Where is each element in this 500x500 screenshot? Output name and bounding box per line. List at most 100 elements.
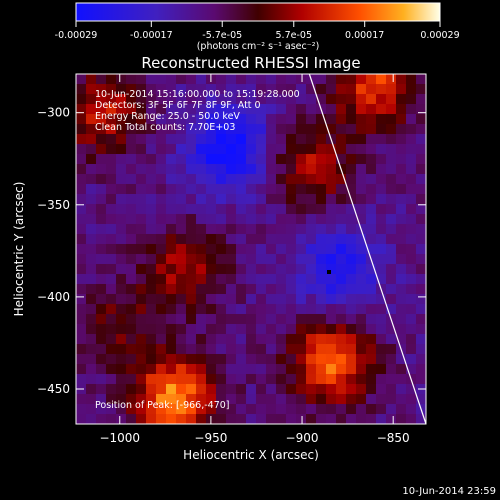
heatmap-cell xyxy=(236,364,247,375)
heatmap-cell xyxy=(76,354,87,365)
heatmap-cell xyxy=(186,84,197,95)
heatmap-cell xyxy=(366,334,377,345)
heatmap-cell xyxy=(136,194,147,205)
heatmap-cell xyxy=(176,274,187,285)
heatmap-cell xyxy=(276,264,287,275)
colorbar-gradient xyxy=(75,2,441,22)
heatmap-cell xyxy=(146,324,157,335)
heatmap-cell xyxy=(96,264,107,275)
heatmap-cell xyxy=(136,374,147,385)
heatmap-cell xyxy=(96,314,107,325)
heatmap-cell xyxy=(216,324,227,335)
heatmap-cell xyxy=(356,174,367,185)
heatmap-cell xyxy=(326,294,337,305)
heatmap-cell xyxy=(86,384,97,395)
heatmap-cell xyxy=(196,404,207,415)
heatmap-cell xyxy=(406,344,417,355)
heatmap-cell xyxy=(386,304,397,315)
heatmap-cell xyxy=(356,94,367,105)
heatmap-cell xyxy=(76,374,87,385)
heatmap-cell xyxy=(136,294,147,305)
heatmap-cell xyxy=(116,394,127,405)
heatmap-cell xyxy=(316,304,327,315)
heatmap-cell xyxy=(266,234,277,245)
heatmap-cell xyxy=(376,154,387,165)
colorbar-tick-label: 0.00017 xyxy=(345,30,384,41)
heatmap-cell xyxy=(176,184,187,195)
heatmap-cell xyxy=(396,324,407,335)
heatmap-cell xyxy=(186,344,197,355)
heatmap-cell xyxy=(356,124,367,135)
heatmap-cell xyxy=(196,224,207,235)
heatmap-cell xyxy=(266,404,277,415)
heatmap-cell xyxy=(156,254,167,265)
heatmap-cell xyxy=(376,124,387,135)
heatmap-cell xyxy=(246,354,257,365)
heatmap-cell xyxy=(266,344,277,355)
heatmap-cell xyxy=(166,164,177,175)
heatmap-cell xyxy=(316,134,327,145)
heatmap-cell xyxy=(356,144,367,155)
heatmap-cell xyxy=(296,374,307,385)
heatmap-cell xyxy=(306,194,317,205)
heatmap-cell xyxy=(126,274,137,285)
heatmap-cell xyxy=(206,204,217,215)
heatmap-cell xyxy=(116,354,127,365)
heatmap-cell xyxy=(306,284,317,295)
heatmap-cell xyxy=(116,164,127,175)
heatmap-cell xyxy=(276,354,287,365)
heatmap-cell xyxy=(296,414,307,424)
heatmap-cell xyxy=(156,194,167,205)
heatmap-cell xyxy=(386,254,397,265)
heatmap-cell xyxy=(216,94,227,105)
heatmap-cell xyxy=(386,194,397,205)
colorbar-ticks: -0.00029 -0.00017 -5.7e-05 5.7e-05 0.00017 0.… xyxy=(55,21,460,41)
heatmap-cell xyxy=(336,84,347,95)
heatmap-cell xyxy=(96,164,107,175)
heatmap-cell xyxy=(216,164,227,175)
heatmap-cell xyxy=(406,234,417,245)
heatmap-cell xyxy=(96,194,107,205)
heatmap-cell xyxy=(186,404,197,415)
heatmap-cell xyxy=(276,224,287,235)
heatmap-cell xyxy=(216,194,227,205)
heatmap-cell xyxy=(336,214,347,225)
heatmap-cell xyxy=(186,194,197,205)
heatmap-cell xyxy=(366,164,377,175)
heatmap-cell xyxy=(116,144,127,155)
heatmap-cell xyxy=(376,294,387,305)
heatmap-cell xyxy=(196,354,207,365)
heatmap-cell xyxy=(406,254,417,265)
heatmap-cell xyxy=(206,404,217,415)
heatmap-cell xyxy=(416,324,426,335)
heatmap-cell xyxy=(176,264,187,275)
heatmap-cell xyxy=(86,174,97,185)
heatmap-cell xyxy=(406,354,417,365)
heatmap-cell xyxy=(416,154,426,165)
heatmap-cell xyxy=(326,194,337,205)
heatmap-cell xyxy=(386,154,397,165)
heatmap-cell xyxy=(396,184,407,195)
heatmap-cell xyxy=(266,104,277,115)
heatmap-cell xyxy=(266,334,277,345)
heatmap-cell xyxy=(216,364,227,375)
heatmap-cell xyxy=(136,204,147,215)
heatmap-cell xyxy=(166,84,177,95)
heatmap-cell xyxy=(196,344,207,355)
heatmap-cell xyxy=(126,114,137,125)
heatmap-cell xyxy=(336,414,347,424)
heatmap-cell xyxy=(96,254,107,265)
heatmap-cell xyxy=(136,414,147,424)
heatmap-cell xyxy=(396,84,407,95)
heatmap-cell xyxy=(376,84,387,95)
heatmap-cell xyxy=(286,164,297,175)
heatmap-cell xyxy=(276,314,287,325)
heatmap-cell xyxy=(386,144,397,155)
heatmap-cell xyxy=(226,104,237,115)
heatmap-cell xyxy=(316,164,327,175)
heatmap-cell xyxy=(226,94,237,105)
heatmap-cell xyxy=(76,404,87,415)
heatmap-cell xyxy=(306,84,317,95)
heatmap-cell xyxy=(186,364,197,375)
y-tick-label: −400 xyxy=(37,290,70,304)
